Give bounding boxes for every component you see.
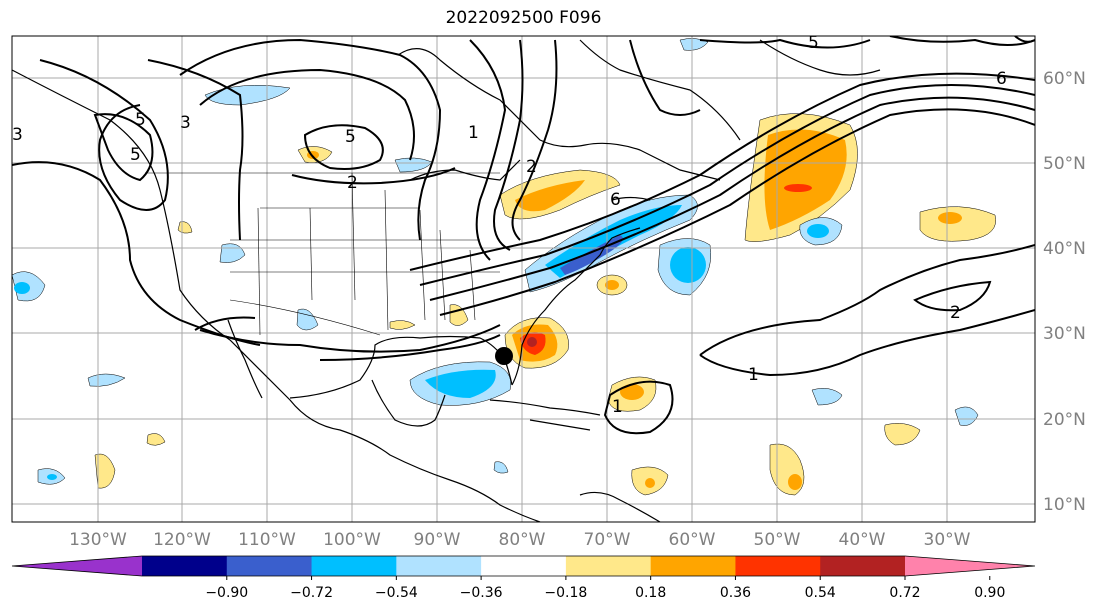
colorbar-segment (311, 556, 397, 576)
colorbar-segment (226, 556, 313, 576)
lat-label: 50°N (1043, 154, 1086, 174)
map-title: 2022092500 F096 (445, 8, 602, 28)
lat-label: 20°N (1043, 410, 1086, 430)
lon-label: 60°W (669, 530, 716, 550)
lon-label: 50°W (754, 530, 801, 550)
contour-label: 3 (180, 113, 191, 133)
contour-label: 5 (130, 145, 141, 165)
colorbar-extend-high (905, 556, 1035, 576)
colorbar-tick-label: −0.18 (544, 585, 587, 601)
colorbar-tick-label: −0.36 (460, 585, 503, 601)
lon-label: 110°W (238, 530, 296, 550)
colorbar-segment (820, 556, 906, 576)
contour-label: 1 (748, 365, 759, 385)
colorbar-tick-label: −0.54 (375, 585, 418, 601)
lon-label: 130°W (69, 530, 127, 550)
colorbar-outline (11, 555, 1036, 577)
lat-label: 30°N (1043, 324, 1086, 344)
lon-label: 30°W (924, 530, 971, 550)
colorbar-segment (565, 556, 652, 576)
colorbar-tick-label: 0.90 (974, 585, 1005, 601)
colorbar-extend-low (12, 556, 142, 576)
colorbar-tick-label: 0.72 (889, 585, 920, 601)
graticule (12, 36, 1035, 522)
lon-label: 120°W (153, 530, 211, 550)
lon-label: 70°W (584, 530, 631, 550)
colorbar-segment (481, 556, 567, 576)
coastlines (12, 39, 881, 522)
colorbar-tick-label: 0.36 (720, 585, 751, 601)
colorbar-tick-label: 0.54 (805, 585, 836, 601)
colorbar-segment (735, 556, 821, 576)
lon-label: 100°W (323, 530, 381, 550)
colorbar-tick-label: −0.72 (290, 585, 333, 601)
contour-label: 5 (808, 33, 819, 53)
contour-label: 5 (345, 127, 356, 147)
lon-label: 40°W (839, 530, 886, 550)
contour-label-group: 5 3 5 3 5 2 1 2 5 6 1 2 1 6 (12, 33, 1007, 417)
storm-position-marker (495, 347, 513, 365)
lat-label: 40°N (1043, 239, 1086, 259)
colorbar-segment (142, 556, 228, 576)
lon-label: 90°W (414, 530, 461, 550)
colorbar-tick-label: 0.18 (635, 585, 666, 601)
contour-label: 2 (347, 173, 358, 193)
contour-label: 1 (612, 397, 623, 417)
map-background (12, 36, 1035, 522)
lat-label: 10°N (1043, 495, 1086, 515)
contour-label: 6 (610, 190, 621, 210)
contour-lines (12, 36, 1035, 435)
contour-label: 2 (950, 303, 961, 323)
contour-label: 6 (996, 69, 1007, 89)
colorbar-segment (650, 556, 736, 576)
contour-label: 3 (12, 125, 23, 145)
latitude-labels: 60°N 50°N 40°N 30°N 20°N 10°N (1043, 69, 1086, 515)
contour-label: 5 (135, 110, 146, 130)
contour-label: 2 (526, 157, 537, 177)
colorbar: −0.90 −0.72 −0.54 −0.36 −0.18 0.18 0.36 0.54 0.7… (11, 555, 1036, 601)
contour-label: 1 (468, 123, 479, 143)
lon-label: 80°W (499, 530, 546, 550)
colorbar-tick-label: −0.90 (205, 585, 248, 601)
colorbar-segment (396, 556, 482, 576)
borders (145, 172, 500, 336)
map-frame (11, 35, 1036, 523)
longitude-labels: 130°W 120°W 110°W 100°W 90°W 80°W 70°W 6… (69, 530, 971, 550)
lat-label: 60°N (1043, 69, 1086, 89)
